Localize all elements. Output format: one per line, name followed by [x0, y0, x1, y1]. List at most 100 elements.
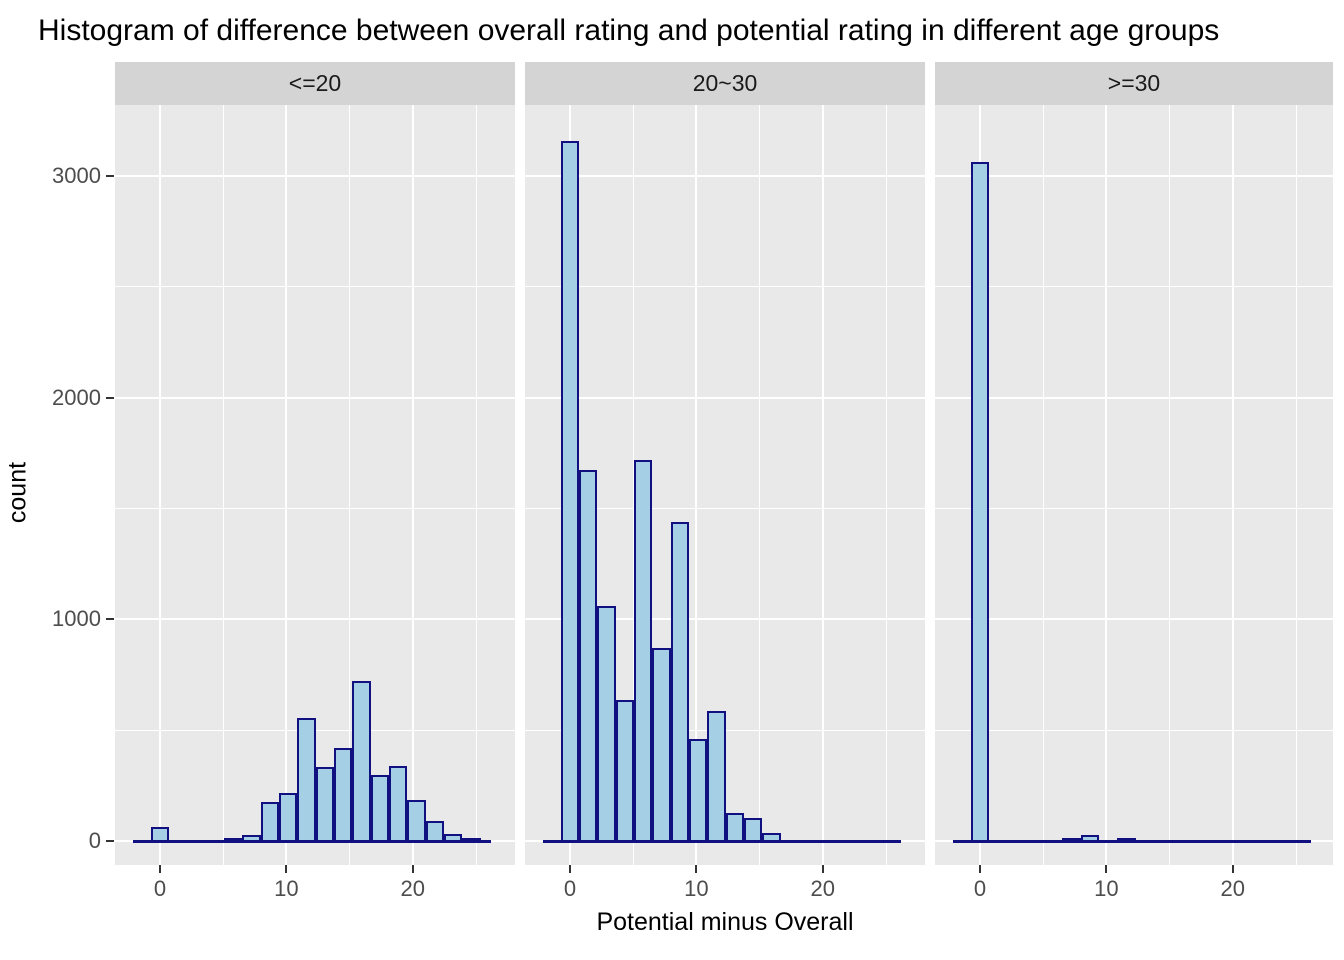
histogram-bar	[150, 826, 170, 843]
y-tick-label: 2000	[52, 384, 101, 410]
histogram-bar	[425, 821, 445, 843]
x-tick-label: 10	[1094, 876, 1119, 901]
histogram-bar	[279, 792, 298, 843]
facet-panel	[525, 105, 925, 865]
major-gridline-v	[1105, 105, 1108, 865]
minor-gridline-h	[935, 507, 1333, 509]
x-tick-mark	[411, 865, 414, 873]
minor-gridline-h	[115, 507, 515, 509]
histogram-bar	[689, 739, 708, 843]
major-gridline-h	[935, 618, 1333, 621]
plot-title: Histogram of difference between overall …	[38, 14, 1220, 47]
histogram-bar	[707, 711, 726, 843]
histogram-bar	[260, 802, 280, 843]
major-gridline-h	[525, 618, 925, 621]
x-tick-mark	[285, 865, 288, 873]
histogram-bar	[297, 717, 316, 843]
histogram-bar	[315, 766, 335, 843]
minor-gridline-v	[222, 105, 224, 865]
histogram-bar	[389, 765, 408, 843]
minor-gridline-h	[935, 286, 1333, 288]
x-tick-mark	[569, 865, 571, 873]
x-tick-mark	[159, 865, 161, 873]
minor-gridline-h	[935, 729, 1333, 731]
x-tick-label: 10	[274, 876, 299, 901]
x-tick-mark	[1231, 865, 1234, 873]
major-gridline-v	[695, 105, 698, 865]
histogram-bar	[744, 817, 763, 843]
x-tick-label: 20	[1220, 876, 1246, 901]
histogram-bar	[1080, 835, 1100, 843]
y-tick-label: 3000	[52, 162, 101, 188]
major-gridline-h	[525, 174, 925, 177]
histogram-bar	[242, 835, 261, 843]
histogram-bar	[462, 838, 481, 843]
x-tick-mark	[821, 865, 824, 873]
x-tick-label: 0	[973, 876, 987, 901]
minor-gridline-h	[525, 286, 925, 288]
major-gridline-v	[159, 105, 161, 865]
minor-gridline-v	[885, 105, 887, 865]
minor-gridline-v	[632, 105, 634, 865]
major-gridline-v	[285, 105, 288, 865]
histogram-bar	[370, 774, 390, 843]
minor-gridline-h	[525, 507, 925, 509]
facet-strip-label: <=20	[288, 70, 342, 96]
major-gridline-h	[935, 396, 1333, 399]
facet-panel	[115, 105, 515, 865]
minor-gridline-v	[1295, 105, 1297, 865]
minor-gridline-v	[475, 105, 477, 865]
facet-strip: >=30	[935, 62, 1333, 105]
y-tick-mark	[106, 396, 114, 399]
histogram-bar	[725, 813, 745, 843]
major-gridline-h	[115, 396, 515, 399]
facet-strip: 20~30	[525, 62, 925, 105]
y-axis-title: count	[3, 461, 32, 524]
x-tick-label: 20	[810, 876, 836, 901]
major-gridline-v	[1231, 105, 1234, 865]
x-tick-mark	[979, 865, 981, 873]
histogram-bar	[579, 469, 598, 843]
minor-gridline-v	[759, 105, 761, 865]
y-tick-label: 1000	[52, 606, 101, 632]
major-gridline-h	[935, 174, 1333, 177]
histogram-bar	[615, 700, 635, 843]
y-tick-label: 0	[88, 828, 101, 853]
histogram-bar	[352, 681, 371, 843]
histogram-bar	[444, 834, 463, 843]
histogram-bar	[1062, 838, 1081, 843]
y-tick-mark	[106, 174, 114, 177]
minor-gridline-v	[1042, 105, 1044, 865]
major-gridline-h	[115, 618, 515, 621]
x-tick-mark	[695, 865, 698, 873]
major-gridline-v	[411, 105, 414, 865]
histogram-bar	[560, 140, 580, 843]
histogram-bar	[597, 606, 616, 843]
major-gridline-h	[525, 396, 925, 399]
histogram-bar	[970, 161, 990, 843]
facet-panel	[935, 105, 1333, 865]
facet-strip: <=20	[115, 62, 515, 105]
major-gridline-v	[821, 105, 824, 865]
major-gridline-h	[115, 174, 515, 177]
minor-gridline-v	[1169, 105, 1171, 865]
histogram-bar	[224, 837, 243, 843]
y-tick-mark	[106, 840, 114, 842]
facet-strip-label: 20~30	[692, 70, 758, 96]
histogram-bar	[634, 459, 653, 843]
facet-strip-label: >=30	[1107, 70, 1161, 96]
histogram-bar	[670, 521, 690, 843]
x-axis-title: Potential minus Overall	[596, 908, 854, 936]
y-tick-mark	[106, 618, 114, 621]
histogram-bar	[334, 747, 353, 843]
histogram-bar	[652, 648, 671, 843]
histogram-bar	[1117, 837, 1136, 843]
x-tick-label: 0	[153, 876, 167, 901]
x-tick-label: 10	[684, 876, 709, 901]
histogram-bar	[407, 800, 426, 843]
minor-gridline-v	[349, 105, 351, 865]
x-tick-mark	[1105, 865, 1108, 873]
minor-gridline-h	[115, 286, 515, 288]
histogram-bar	[762, 832, 781, 843]
